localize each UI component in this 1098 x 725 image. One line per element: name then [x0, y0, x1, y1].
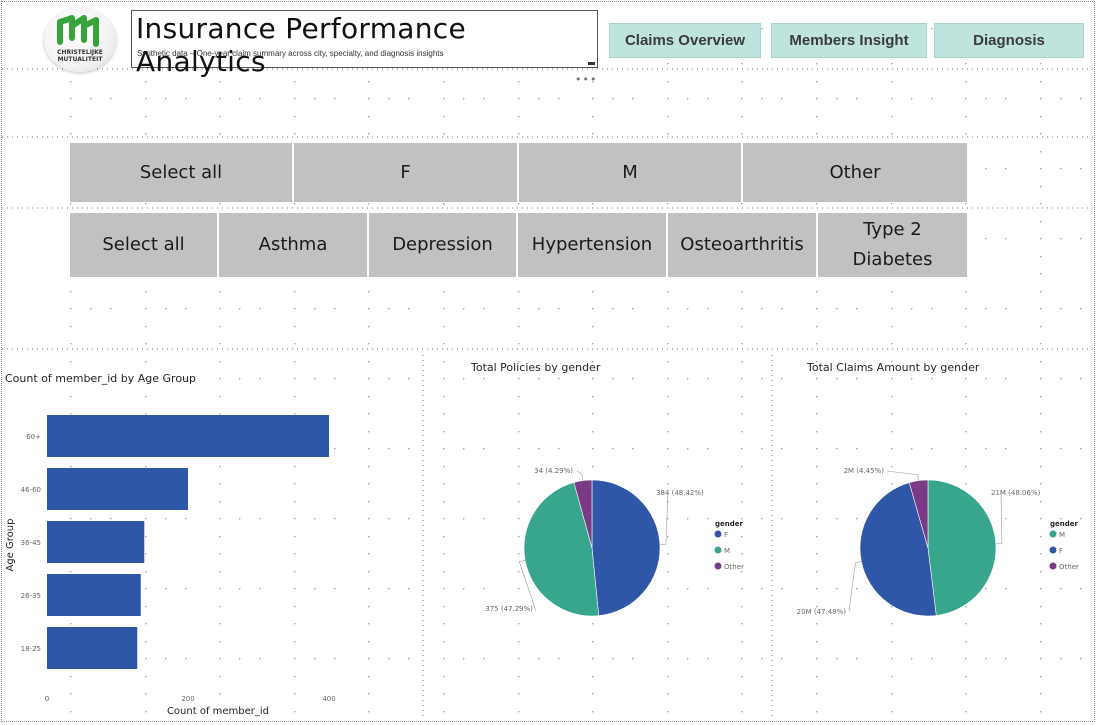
y-tick-label-18-25: 18-25	[21, 645, 41, 653]
title-card: Insurance Performance Analytics Syntheti…	[131, 10, 598, 78]
diagnosis-option-hypertension[interactable]: Hypertension	[518, 213, 668, 277]
y-tick-label-36-45: 36-45	[21, 539, 41, 547]
logo-text-line2: MUTUALITEIT	[58, 56, 104, 63]
bar-26-35[interactable]	[47, 574, 141, 616]
y-tick-label-26-35: 26-35	[21, 592, 41, 600]
data-label-m: 375 (47.29%)	[485, 605, 533, 613]
diagnosis-option-depression[interactable]: Depression	[369, 213, 518, 277]
more-options-icon[interactable]: •••	[575, 73, 598, 86]
pie-slice-f[interactable]	[591, 479, 661, 616]
x-tick-label-400: 400	[322, 695, 335, 703]
resize-handle[interactable]	[588, 62, 595, 65]
legend-marker-f[interactable]	[714, 530, 722, 538]
policies-chart-title: Total Policies by gender	[471, 361, 601, 374]
legend-title: gender	[715, 520, 744, 528]
gender-option-m[interactable]: M	[519, 143, 743, 202]
data-label-other: 2M (4.45%)	[844, 467, 885, 475]
company-logo: CHRISTELIJKE MUTUALITEIT	[44, 8, 116, 72]
leader-line-other	[576, 470, 584, 481]
claims-by-gender-pie-chart: 21M (48.06%) 20M (47.48%) 2M (4.45%) gender…	[797, 467, 1079, 617]
legend-label-f[interactable]: F	[724, 531, 728, 539]
gender-option-f[interactable]: F	[294, 143, 519, 202]
nav-claims-overview-button[interactable]: Claims Overview	[609, 23, 761, 58]
data-label-f: 384 (48.42%)	[656, 489, 704, 497]
age-group-bar-chart: 60+ 46-60 36-45 26-35 18-25 0 200 400 Count of m…	[5, 415, 336, 717]
claims-chart-title: Total Claims Amount by gender	[807, 361, 980, 374]
gender-option-select-all[interactable]: Select all	[70, 143, 294, 202]
bar-18-25[interactable]	[47, 627, 138, 669]
diagnosis-option-asthma[interactable]: Asthma	[219, 213, 369, 277]
leader-line-other	[886, 470, 919, 481]
data-label-f: 20M (47.48%)	[797, 608, 847, 616]
x-axis-label: Count of member_id	[167, 706, 269, 717]
y-tick-label-46-60: 46-60	[21, 486, 41, 494]
diagnosis-option-type-2-diabetes[interactable]: Type 2 Diabetes	[818, 213, 967, 277]
bar-46-60[interactable]	[47, 468, 188, 510]
legend-label-f[interactable]: F	[1059, 547, 1063, 555]
legend-label-other[interactable]: Other	[1059, 563, 1079, 571]
nav-members-insight-button[interactable]: Members Insight	[771, 23, 927, 58]
leader-line-f	[659, 490, 669, 545]
gender-slicer: Select all F M Other	[70, 143, 967, 202]
legend-marker-other[interactable]	[714, 562, 722, 570]
y-axis-label: Age Group	[5, 519, 16, 572]
diagnosis-option-osteoarthritis[interactable]: Osteoarthritis	[668, 213, 818, 277]
bar-36-45[interactable]	[47, 521, 145, 563]
legend-marker-other[interactable]	[1049, 562, 1057, 570]
x-tick-label-0: 0	[45, 695, 49, 703]
legend-label-m[interactable]: M	[1059, 531, 1065, 539]
legend-title: gender	[1050, 520, 1079, 528]
legend-marker-f[interactable]	[1049, 546, 1057, 554]
gender-option-other[interactable]: Other	[743, 143, 967, 202]
pie-slice-m[interactable]	[927, 479, 997, 616]
nav-diagnosis-button[interactable]: Diagnosis	[934, 23, 1084, 58]
leader-line-m	[995, 490, 1003, 545]
legend-label-m[interactable]: M	[724, 547, 730, 555]
legend-marker-m[interactable]	[714, 546, 722, 554]
leader-line-f	[848, 561, 862, 612]
y-tick-label-60: 60+	[26, 433, 41, 441]
age-chart-title: Count of member_id by Age Group	[5, 372, 197, 385]
logo-mark-icon	[57, 15, 99, 47]
pie-slice-other[interactable]	[573, 479, 593, 549]
legend-label-other[interactable]: Other	[724, 563, 744, 571]
diagnosis-slicer: Select all Asthma Depression Hypertensio…	[70, 213, 967, 277]
leader-line-m	[518, 560, 537, 612]
pie-slice-other[interactable]	[908, 479, 929, 549]
page-title: Insurance Performance Analytics	[136, 12, 467, 78]
legend-marker-m[interactable]	[1049, 530, 1057, 538]
logo-text-line1: CHRISTELIJKE	[57, 49, 103, 56]
x-tick-label-200: 200	[181, 695, 194, 703]
bar-60[interactable]	[47, 415, 329, 457]
data-label-m: 21M (48.06%)	[991, 489, 1041, 497]
data-label-other: 34 (4.29%)	[534, 467, 573, 475]
page-subtitle: Synthetic data – One-year claim summary …	[137, 49, 444, 58]
policies-by-gender-pie-chart: 384 (48.42%) 375 (47.29%) 34 (4.29%) gender…	[485, 467, 744, 617]
diagnosis-option-select-all[interactable]: Select all	[70, 213, 219, 277]
